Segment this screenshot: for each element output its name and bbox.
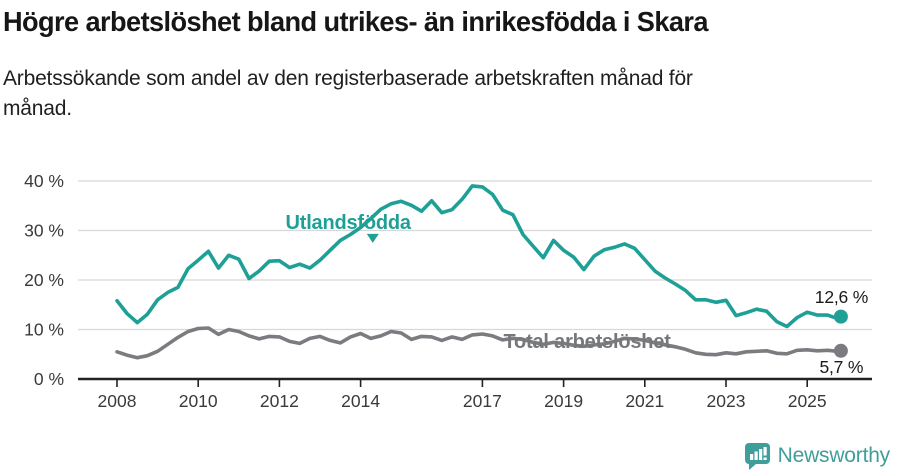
page-title: Högre arbetslöshet bland utrikes- än inr… bbox=[3, 6, 708, 37]
y-tick-label: 40 % bbox=[24, 171, 64, 191]
end-value-utlandsfodda: 12,6 % bbox=[815, 287, 868, 307]
newsworthy-attribution: Newsworthy bbox=[744, 442, 890, 470]
label-arrow-icon bbox=[366, 233, 379, 243]
logo-exclaim-dot bbox=[763, 457, 767, 460]
series-line-utlandsfodda bbox=[115, 184, 843, 329]
subtitle-line-2: månad. bbox=[3, 97, 72, 120]
x-tick-label: 2012 bbox=[260, 391, 299, 411]
series-end-dot-total bbox=[833, 343, 848, 358]
chart-area: 0 % 10 % 20 % 30 % 40 % 2008 2010 2012 2014 2017 2… bbox=[0, 163, 900, 435]
y-tick-label: 10 % bbox=[24, 320, 64, 340]
series-end-dot-utlandsfodda bbox=[833, 309, 848, 324]
y-tick-label: 0 % bbox=[34, 369, 64, 389]
x-tick-label: 2008 bbox=[98, 391, 137, 411]
brand-name: Newsworthy bbox=[777, 444, 891, 467]
series-label-total: Total arbetslöshet bbox=[504, 331, 672, 353]
x-tick-label: 2019 bbox=[544, 391, 583, 411]
unemployment-line-chart: 0 % 10 % 20 % 30 % 40 % 2008 2010 2012 2014 2017 2… bbox=[24, 171, 872, 411]
logo-bar-2 bbox=[754, 451, 758, 460]
series-label-utlandsfodda: Utlandsfödda bbox=[285, 212, 411, 234]
y-tick-label: 20 % bbox=[24, 270, 64, 290]
x-tick-label: 2021 bbox=[625, 391, 664, 411]
logo-bar-1 bbox=[749, 454, 753, 460]
newsworthy-logo-icon bbox=[744, 443, 770, 470]
y-tick-label: 30 % bbox=[24, 221, 64, 241]
x-tick-label: 2017 bbox=[463, 391, 502, 411]
x-tick-label: 2025 bbox=[788, 391, 827, 411]
logo-bar-3 bbox=[758, 449, 762, 460]
logo-exclaim-stem bbox=[763, 447, 767, 456]
end-value-total: 5,7 % bbox=[819, 357, 863, 377]
series-line-total bbox=[115, 326, 843, 360]
subtitle-line-1: Arbetssökande som andel av den registerb… bbox=[3, 67, 693, 90]
x-tick-label: 2010 bbox=[179, 391, 218, 411]
x-tick-label: 2023 bbox=[707, 391, 746, 411]
chart-subtitle: Arbetssökande som andel av den registerb… bbox=[3, 64, 883, 124]
chart-header: Högre arbetslöshet bland utrikes- än inr… bbox=[3, 6, 883, 124]
x-tick-label: 2014 bbox=[341, 391, 380, 411]
